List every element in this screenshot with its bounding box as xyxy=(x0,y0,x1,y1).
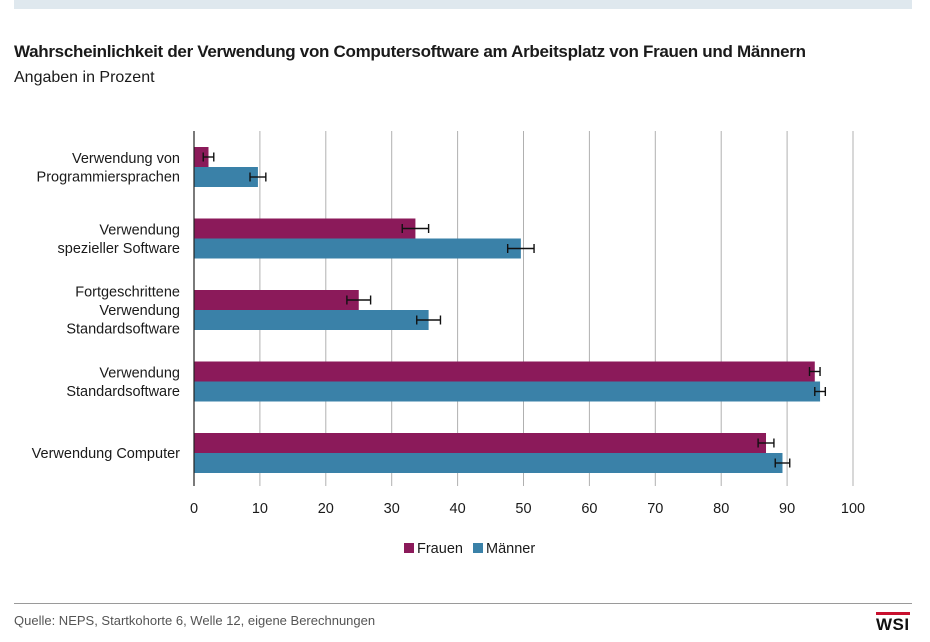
category-label-line: Verwendung xyxy=(99,303,180,319)
x-tick-label: 0 xyxy=(190,501,198,517)
category-label-line: Standardsoftware xyxy=(66,322,180,338)
bar-chart: Verwendung von ProgrammiersprachenVerwend… xyxy=(32,131,865,557)
chart-title: Wahrscheinlichkeit der Verwendung von Co… xyxy=(14,42,806,61)
bar-maenner xyxy=(194,453,783,473)
logo-accent-bar xyxy=(876,612,910,615)
bar-maenner xyxy=(194,167,258,187)
category-label-line: Fortgeschrittene xyxy=(75,285,180,301)
bar-maenner xyxy=(194,238,521,259)
chart-subtitle: Angaben in Prozent xyxy=(14,69,155,86)
category-label-line: Verwendung xyxy=(99,365,180,381)
bar-frauen xyxy=(194,218,416,239)
category-label: Verwendung Computer xyxy=(32,446,180,462)
x-tick-label: 60 xyxy=(581,501,597,517)
bar-frauen xyxy=(194,147,209,167)
category-label-line: Standardsoftware xyxy=(66,384,180,400)
top-accent-bar xyxy=(14,0,912,9)
x-tick-label: 90 xyxy=(779,501,795,517)
x-tick-label: 40 xyxy=(450,501,466,517)
bar-frauen xyxy=(194,433,767,453)
category-label: Verwendung spezieller Software xyxy=(58,222,181,257)
bar-maenner xyxy=(194,310,429,330)
category-label-line: Verwendung xyxy=(99,222,180,238)
x-tick-label: 100 xyxy=(841,501,865,517)
legend-swatch-maenner xyxy=(473,543,483,553)
x-tick-label: 20 xyxy=(318,501,334,517)
category-label-line: spezieller Software xyxy=(58,241,181,257)
x-tick-label: 10 xyxy=(252,501,268,517)
logo-text: WSI xyxy=(876,615,910,634)
x-tick-label: 70 xyxy=(647,501,663,517)
category-label-line: Programmiersprachen xyxy=(37,169,180,185)
bar-frauen xyxy=(194,290,359,310)
category-label-line: Verwendung von xyxy=(72,151,180,167)
category-label: Verwendung von Programmiersprachen xyxy=(37,151,180,186)
legend-label-frauen: Frauen xyxy=(417,541,463,557)
x-tick-label: 30 xyxy=(384,501,400,517)
source-note: Quelle: NEPS, Startkohorte 6, Welle 12, … xyxy=(14,613,376,628)
category-label: Fortgeschrittene Verwendung Standardsoftwa… xyxy=(66,285,180,338)
category-label-line: Verwendung Computer xyxy=(32,446,180,462)
category-label: Verwendung Standardsoftware xyxy=(66,365,180,400)
wsi-logo: WSI xyxy=(876,612,910,634)
bar-maenner xyxy=(194,381,821,402)
legend-swatch-frauen xyxy=(404,543,414,553)
legend-label-maenner: Männer xyxy=(486,541,535,557)
footer-divider xyxy=(14,603,912,604)
x-tick-label: 50 xyxy=(515,501,531,517)
x-tick-label: 80 xyxy=(713,501,729,517)
bar-frauen xyxy=(194,361,815,382)
